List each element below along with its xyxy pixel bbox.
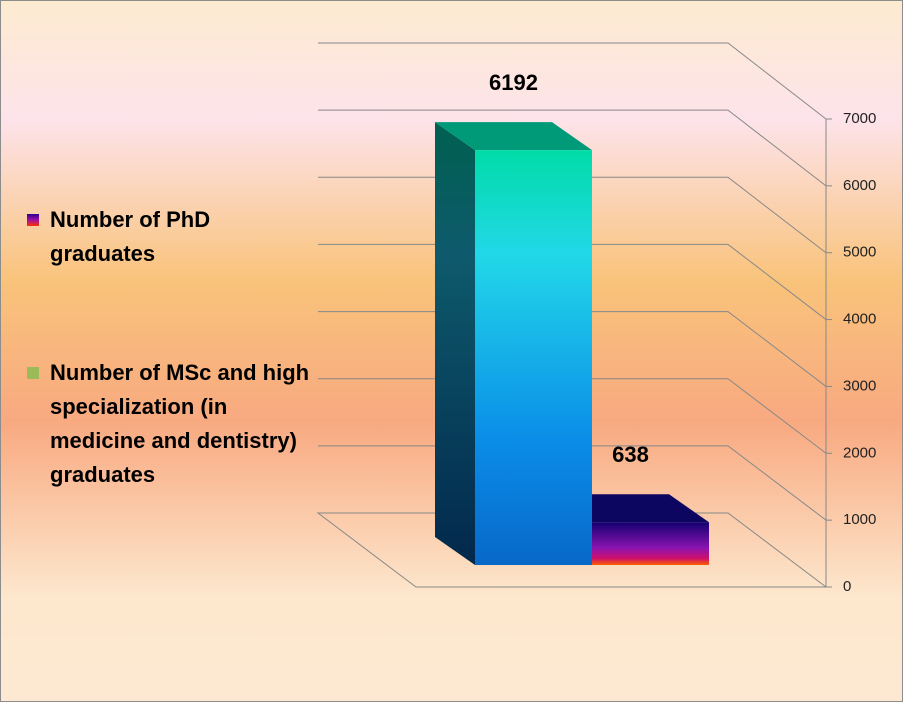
y-tick-label: 3000 xyxy=(843,377,876,394)
grid-line xyxy=(318,42,827,120)
bar-side xyxy=(435,122,475,566)
y-tick-label: 5000 xyxy=(843,244,876,261)
legend-marker xyxy=(27,367,39,379)
data-label: 6192 xyxy=(489,70,538,95)
grid-line xyxy=(318,109,827,187)
legend-label: Number of PhD graduates xyxy=(50,207,211,266)
bar xyxy=(475,150,592,566)
y-tick-label: 4000 xyxy=(843,311,876,328)
legend-label: Number of MSc and high specialization (i… xyxy=(50,360,310,487)
y-tick-label: 6000 xyxy=(843,177,876,194)
bar-top xyxy=(435,122,592,151)
data-label: 638 xyxy=(612,442,649,467)
y-tick-label: 7000 xyxy=(843,110,876,127)
bar xyxy=(592,522,709,565)
legend-marker xyxy=(27,214,39,226)
y-tick-label: 1000 xyxy=(843,511,876,528)
y-tick-label: 2000 xyxy=(843,444,876,461)
y-tick-label: 0 xyxy=(843,578,851,595)
